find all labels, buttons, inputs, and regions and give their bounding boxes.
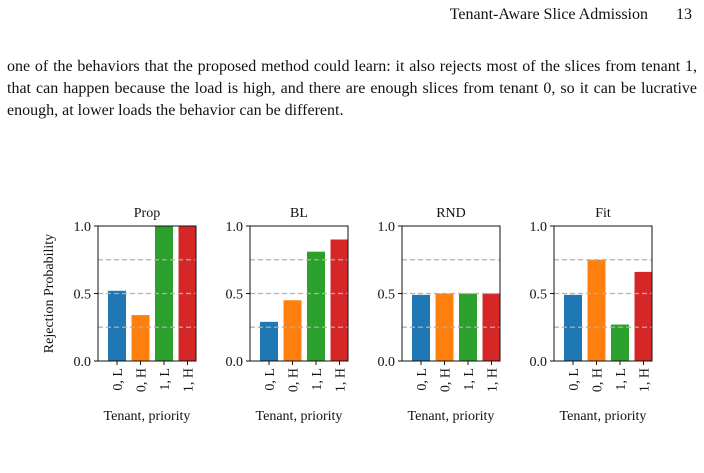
x-tick-label: 0, H xyxy=(135,368,150,392)
x-axis-label: Tenant, priority xyxy=(104,409,191,424)
chart-title: BL xyxy=(290,206,308,221)
bar xyxy=(634,271,653,361)
y-tick-label: 0.0 xyxy=(530,355,548,370)
y-tick-label: 0.0 xyxy=(226,355,244,370)
bar xyxy=(611,324,629,361)
y-tick-label: 1.0 xyxy=(226,220,244,235)
running-head: Tenant-Aware Slice Admission 13 xyxy=(450,6,692,24)
y-axis-label: Rejection Probability xyxy=(42,234,57,353)
x-tick-label: 1, L xyxy=(462,368,477,391)
bar xyxy=(587,259,606,361)
chart-title: Prop xyxy=(134,206,160,221)
bar xyxy=(307,251,325,361)
bar xyxy=(564,294,582,361)
y-tick-label: 1.0 xyxy=(530,220,548,235)
bar xyxy=(412,294,430,361)
y-tick-label: 0.5 xyxy=(226,288,244,303)
bar xyxy=(260,321,278,361)
x-tick-label: 0, H xyxy=(287,368,302,392)
x-tick-label: 1, L xyxy=(310,368,325,391)
x-tick-label: 0, L xyxy=(415,368,430,391)
x-tick-label: 0, L xyxy=(263,368,278,391)
chart-title: Fit xyxy=(595,206,611,221)
bar xyxy=(330,239,349,361)
page-number: 13 xyxy=(676,6,692,23)
bar xyxy=(131,315,150,361)
x-axis-label: Tenant, priority xyxy=(560,409,647,424)
x-tick-label: 0, L xyxy=(111,368,126,391)
x-tick-label: 0, H xyxy=(591,368,606,392)
chart-title: RND xyxy=(436,206,466,221)
x-tick-label: 1, L xyxy=(614,368,629,391)
x-tick-label: 1, H xyxy=(486,368,501,392)
y-tick-label: 0.5 xyxy=(530,288,548,303)
x-axis-label: Tenant, priority xyxy=(256,409,343,424)
x-tick-label: 1, L xyxy=(158,368,173,391)
bar xyxy=(283,300,302,361)
x-tick-label: 1, H xyxy=(182,368,197,392)
x-tick-label: 0, L xyxy=(567,368,582,391)
y-tick-label: 0.5 xyxy=(74,288,92,303)
running-head-title: Tenant-Aware Slice Admission xyxy=(449,6,648,23)
bar xyxy=(108,290,126,361)
y-tick-label: 1.0 xyxy=(378,220,396,235)
y-tick-label: 0.0 xyxy=(74,355,92,370)
x-tick-label: 0, H xyxy=(439,368,454,392)
x-tick-label: 1, H xyxy=(334,368,349,392)
y-tick-label: 0.0 xyxy=(378,355,396,370)
x-tick-label: 1, H xyxy=(638,368,653,392)
y-tick-label: 0.5 xyxy=(378,288,396,303)
body-paragraph: one of the behaviors that the proposed m… xyxy=(7,58,697,119)
x-axis-label: Tenant, priority xyxy=(408,409,495,424)
y-tick-label: 1.0 xyxy=(74,220,92,235)
